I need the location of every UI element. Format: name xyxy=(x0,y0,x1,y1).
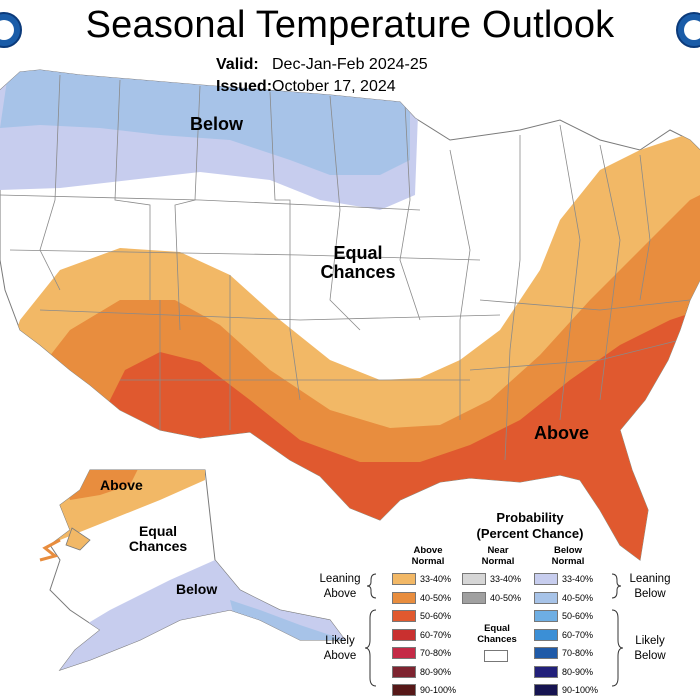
label-below: Below xyxy=(190,114,244,134)
above-mid-band xyxy=(0,195,700,560)
leaning-below-line2: Below xyxy=(634,587,666,600)
near-swatch-0 xyxy=(462,573,486,585)
ec-line2: Chances xyxy=(477,633,517,645)
legend-col-below: Below Normal xyxy=(540,545,596,568)
nws-logo-icon xyxy=(676,12,700,48)
col-below-line1: Below xyxy=(554,545,582,556)
below-swatch-1 xyxy=(534,591,558,604)
above-swatch-0 xyxy=(392,573,416,585)
label-ak-equal-chances: Equal Chances xyxy=(118,524,198,553)
legend-title-line2: (Percent Chance) xyxy=(476,526,584,542)
above-swatch-label-6: 90-100% xyxy=(420,685,457,695)
above-swatch-2 xyxy=(392,610,416,622)
above-swatch-6 xyxy=(392,684,416,696)
above-swatch-label-2: 50-60% xyxy=(420,611,452,621)
col-near-line2: Normal xyxy=(481,555,515,567)
below-swatch-5 xyxy=(534,665,558,678)
col-above-line2: Normal xyxy=(411,555,445,567)
below-swatch-label-3: 60-70% xyxy=(562,629,594,640)
above-swatch-label-5: 80-90% xyxy=(420,666,452,677)
label-equal-line1: Equal xyxy=(333,243,383,263)
leaning-above-line1: Leaning xyxy=(319,573,361,585)
label-above: Above xyxy=(534,423,590,443)
above-swatch-4 xyxy=(392,647,416,659)
legend-equal-chances: Equal Chances xyxy=(474,623,520,646)
label-ak-above: Above xyxy=(100,477,143,493)
above-swatch-label-3: 60-70% xyxy=(420,629,452,640)
label-ak-below: Below xyxy=(176,581,218,597)
near-swatch-1 xyxy=(462,591,486,604)
col-near-line1: Near xyxy=(487,545,509,556)
likely-above-line1: Likely xyxy=(325,635,355,647)
legend-likely-below: Likely Below xyxy=(618,634,682,664)
legend-equal-chances-swatch xyxy=(484,650,508,662)
above-swatch-3 xyxy=(392,628,416,641)
below-swatch-label-4: 70-80% xyxy=(562,648,594,658)
legend-leaning-above: Leaning Above xyxy=(312,572,368,602)
legend-title: Probability (Percent Chance) xyxy=(440,510,620,543)
noaa-logo-icon xyxy=(0,12,22,48)
valid-line: Valid: Dec-Jan-Feb 2024-25 xyxy=(216,56,428,74)
label-equal-line2: Chances xyxy=(320,261,396,282)
above-swatch-label-1: 40-50% xyxy=(420,592,452,603)
col-above-line1: Above xyxy=(413,545,443,556)
page-title: Seasonal Temperature Outlook xyxy=(85,4,615,46)
above-swatch-1 xyxy=(392,591,416,604)
legend-likely-above: Likely Above xyxy=(312,634,368,664)
likely-above-line2: Above xyxy=(323,649,357,662)
below-swatch-3 xyxy=(534,628,558,641)
col-below-line2: Normal xyxy=(551,555,585,567)
below-swatch-label-2: 50-60% xyxy=(562,611,594,621)
below-swatch-label-0: 33-40% xyxy=(562,574,594,584)
label-ak-equal-line1: Equal xyxy=(138,523,178,539)
below-swatch-2 xyxy=(534,610,558,622)
below-swatch-label-6: 90-100% xyxy=(562,685,599,695)
likely-below-line2: Below xyxy=(634,649,666,662)
leaning-below-line1: Leaning xyxy=(629,573,671,585)
above-swatch-label-0: 33-40% xyxy=(420,574,452,584)
label-equal-chances: Equal Chances xyxy=(318,244,398,282)
below-swatch-6 xyxy=(534,684,558,696)
legend-col-near: Near Normal xyxy=(470,545,526,568)
below-swatch-label-1: 40-50% xyxy=(562,592,594,603)
above-swatch-label-4: 70-80% xyxy=(420,648,452,658)
issued-label: Issued: xyxy=(216,78,273,95)
near-swatch-label-1: 40-50% xyxy=(490,592,522,603)
valid-value: Dec-Jan-Feb 2024-25 xyxy=(272,56,428,73)
near-swatch-label-0: 33-40% xyxy=(490,574,522,584)
likely-below-line1: Likely xyxy=(635,635,665,647)
legend-leaning-below: Leaning Below xyxy=(618,572,682,602)
below-swatch-0 xyxy=(534,573,558,585)
legend-title-line1: Probability xyxy=(496,510,564,525)
below-swatch-label-5: 80-90% xyxy=(562,666,594,677)
ec-line1: Equal xyxy=(484,623,510,634)
issued-value: October 17, 2024 xyxy=(272,78,396,95)
valid-label: Valid: xyxy=(216,56,259,73)
legend-col-above: Above Normal xyxy=(400,545,456,568)
label-ak-equal-line2: Chances xyxy=(128,537,188,554)
leaning-above-line2: Above xyxy=(323,587,357,600)
above-swatch-5 xyxy=(392,665,416,678)
issued-line: Issued:October 17, 2024 xyxy=(216,78,396,96)
below-swatch-4 xyxy=(534,647,558,659)
